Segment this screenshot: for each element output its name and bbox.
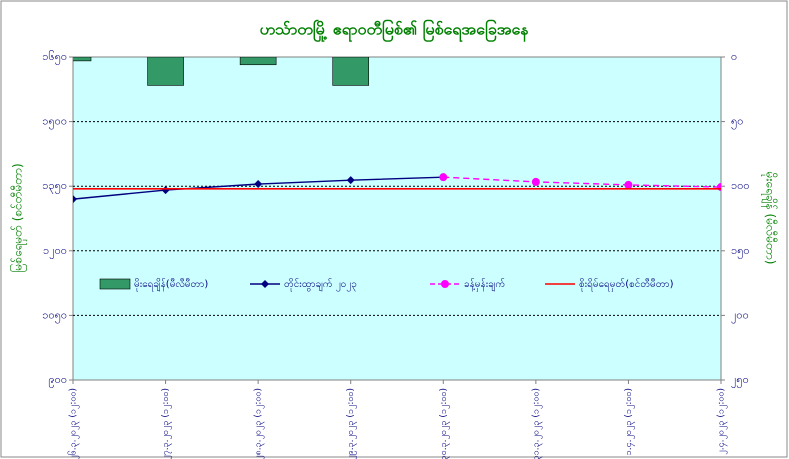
plot-area xyxy=(72,56,722,381)
x-tick-label: ၂၆.၃.၂၀၂၃ (၁၂:၀၀) xyxy=(68,388,80,459)
marker xyxy=(346,176,355,185)
x-tick-label: ၂၈.၃.၂၀၂၃ (၁၂:၀၀) xyxy=(254,388,265,459)
x-tick-label: ၂၉.၃.၂၀၂၃ (၁၂:၀၀) xyxy=(346,388,357,459)
marker xyxy=(254,180,263,189)
legend-label: တိုင်းထွာချက် ၂၀၂၃ xyxy=(284,277,357,292)
bar xyxy=(239,57,277,66)
y-axis-label: မြစ်ရေမှတ် (စင်တီမီတာ) xyxy=(9,163,28,272)
series-layer xyxy=(73,57,721,204)
x-tick-label: ၂.၄.၂၀၂၃ (၁၂:၀၀) xyxy=(717,388,728,455)
y-tick-label: ၁၃၅၀ xyxy=(42,179,67,194)
y2-tick-label: ၅၀ xyxy=(731,115,743,130)
bar xyxy=(147,57,184,86)
legend-marker xyxy=(261,280,269,288)
y2-axis-label: မိုးရေချိန် (မီလီမီတာ) xyxy=(761,172,779,265)
legend-label: မိုးရေချိန်(မီလီမီတာ) xyxy=(134,277,208,292)
bar xyxy=(332,57,370,86)
y2-tick-label: ၂၅၀ xyxy=(731,373,749,388)
y-tick-label: ၁၆၅၀ xyxy=(42,50,67,65)
x-tick-label: ၁.၄.၂၀၂၃ (၁၂:၀၀) xyxy=(624,388,635,455)
series-line xyxy=(443,176,721,188)
legend-label: ခန့်မှန်းချက် xyxy=(464,277,505,292)
y2-tick-label: ၁၀၀ xyxy=(731,179,750,192)
x-tick-label: ၃၀.၃.၂၀၂၃ (၁၂:၀၀) xyxy=(439,388,450,459)
legend-marker xyxy=(441,280,449,288)
bar xyxy=(73,57,92,62)
y2-tick-label: ၂၀၀ xyxy=(731,308,749,323)
y-tick-label: ၉၀၀ xyxy=(48,373,67,388)
legend-swatch xyxy=(99,278,131,290)
marker xyxy=(624,180,633,189)
marker xyxy=(439,173,448,182)
y2-tick-label: ၁၅၀ xyxy=(731,244,750,259)
marker xyxy=(531,177,540,186)
marker xyxy=(73,195,77,204)
y-tick-label: ၁၅၀၀ xyxy=(42,115,67,130)
x-tick-label: ၃၁.၃.၂၀၂၃ (၁၂:၀၀) xyxy=(531,388,542,459)
y2-tick-label: ၀ xyxy=(731,50,737,63)
legend-label: စိုးရိမ်ရေမှတ်(စင်တီမီတာ) xyxy=(579,277,674,292)
x-tick-label: ၂၇.၃.၂၀၂၃ (၁၂:၀၀) xyxy=(161,388,172,459)
y-tick-label: ၁၀၅၀ xyxy=(42,308,67,323)
y-tick-label: ၁၂၀၀ xyxy=(43,244,67,259)
